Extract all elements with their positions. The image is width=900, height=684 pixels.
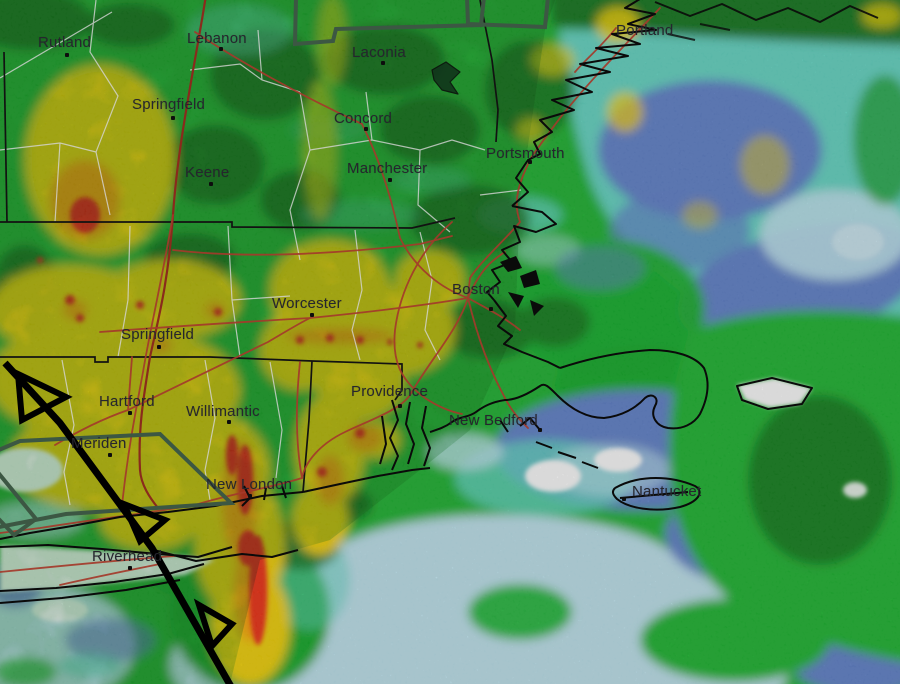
warning-box-connecticut <box>0 431 236 529</box>
warning-box-north-2 <box>465 0 550 30</box>
cold-front <box>2 360 237 684</box>
cold-front-triangle <box>118 498 171 546</box>
highways <box>0 0 661 586</box>
connecticut-river <box>138 0 207 510</box>
warning-polygons <box>0 0 550 538</box>
cold-front-triangle <box>14 369 73 425</box>
coastlines <box>0 0 879 604</box>
warning-box-sound <box>0 471 39 538</box>
warning-box-north-1 <box>292 0 486 47</box>
cold-front-line <box>2 360 234 684</box>
cold-front-triangle <box>193 598 237 652</box>
